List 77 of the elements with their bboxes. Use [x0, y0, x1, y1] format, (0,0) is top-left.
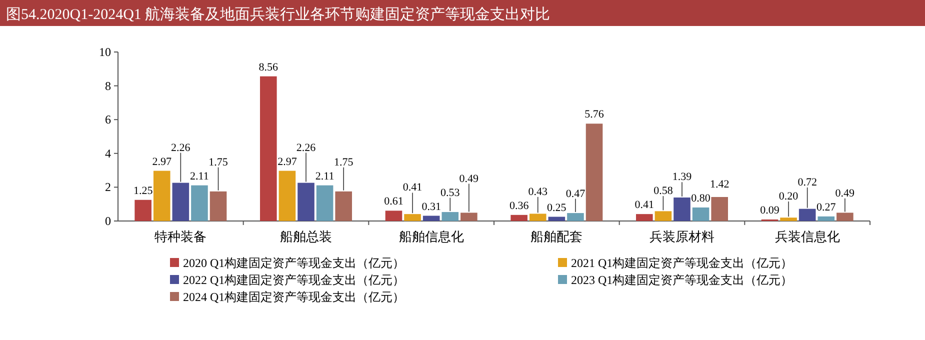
legend-label: 2021 Q1构建固定资产等现金支出（亿元）: [571, 256, 793, 270]
bar: [548, 216, 566, 221]
bar: [586, 124, 603, 221]
bar: [798, 208, 816, 221]
data-label: 0.61: [384, 196, 404, 208]
legend-label: 2022 Q1构建固定资产等现金支出（亿元）: [183, 273, 405, 287]
data-label: 0.41: [634, 199, 654, 212]
data-label: 2.26: [296, 142, 316, 154]
x-tick-label: 兵装原材料: [650, 229, 714, 244]
data-label: 0.80: [691, 192, 711, 204]
bar: [153, 170, 170, 221]
bar: [442, 212, 459, 221]
data-label: 0.25: [547, 202, 567, 214]
data-label: 0.09: [760, 204, 780, 216]
y-tick-label: 2: [105, 180, 111, 194]
x-tick-label: 船舶配套: [530, 229, 583, 244]
x-tick-label: 特种装备: [154, 229, 207, 244]
data-label: 0.47: [566, 188, 586, 200]
bar: [298, 182, 314, 221]
bar: [711, 197, 728, 221]
data-label: 5.76: [584, 108, 604, 121]
y-tick-label: 8: [105, 78, 111, 93]
bar: [210, 191, 227, 221]
legend-label: 2023 Q1构建固定资产等现金支出（亿元）: [571, 273, 793, 287]
data-label: 0.58: [654, 185, 674, 198]
data-label: 0.27: [816, 201, 836, 214]
data-label: 0.20: [778, 190, 799, 202]
legend-label: 2024 Q1构建固定资产等现金支出（亿元）: [183, 290, 405, 304]
bar: [654, 211, 672, 221]
bar: [567, 213, 584, 221]
x-tick-label: 兵装信息化: [774, 229, 840, 244]
data-label: 1.75: [334, 156, 354, 168]
bar: [818, 216, 835, 221]
bar: [692, 207, 710, 221]
bar: [172, 182, 190, 221]
data-label: 2.97: [278, 156, 298, 168]
data-label: 0.43: [528, 186, 548, 198]
legend-label: 2020 Q1构建固定资产等现金支出（亿元）: [183, 256, 405, 270]
data-label: 2.11: [190, 170, 209, 182]
y-tick-label: 4: [105, 146, 111, 160]
bar: [134, 200, 152, 221]
data-label: 1.75: [208, 156, 228, 168]
data-label: 2.26: [171, 142, 191, 154]
bar: [836, 212, 854, 221]
bar: [636, 214, 653, 221]
data-label: 1.42: [710, 178, 730, 190]
data-label: 8.56: [258, 61, 279, 74]
bar: [335, 191, 352, 221]
bar: [422, 216, 440, 221]
data-label: 2.97: [152, 156, 172, 168]
data-label: 0.49: [835, 187, 856, 200]
bar: [260, 76, 277, 221]
data-label: 0.53: [440, 186, 460, 199]
bar: [510, 214, 528, 221]
bar: [674, 198, 690, 221]
bar: [529, 214, 546, 221]
data-label: 0.36: [509, 200, 530, 212]
data-label: 2.11: [315, 170, 334, 182]
y-tick-label: 0: [105, 214, 111, 228]
bar: [460, 212, 478, 221]
y-tick-label: 10: [99, 45, 111, 59]
data-label: 0.31: [422, 200, 441, 213]
data-label: 0.72: [798, 176, 817, 188]
y-tick-label: 6: [105, 112, 111, 127]
x-tick-label: 船舶信息化: [398, 229, 464, 244]
data-label: 0.41: [402, 182, 422, 194]
bar: [278, 170, 296, 221]
data-label: 1.39: [672, 171, 692, 184]
bar: [191, 185, 208, 221]
data-label: 0.49: [459, 172, 480, 185]
data-label: 1.25: [133, 184, 154, 197]
bar: [780, 218, 797, 221]
x-tick-label: 船舶总装: [280, 229, 332, 244]
bar: [316, 185, 334, 221]
chart-title: 图54.2020Q1-2024Q1 航海装备及地面兵装行业各环节购建固定资产等现金支出对比: [6, 6, 550, 23]
bar: [385, 210, 402, 221]
bar: [404, 214, 421, 221]
